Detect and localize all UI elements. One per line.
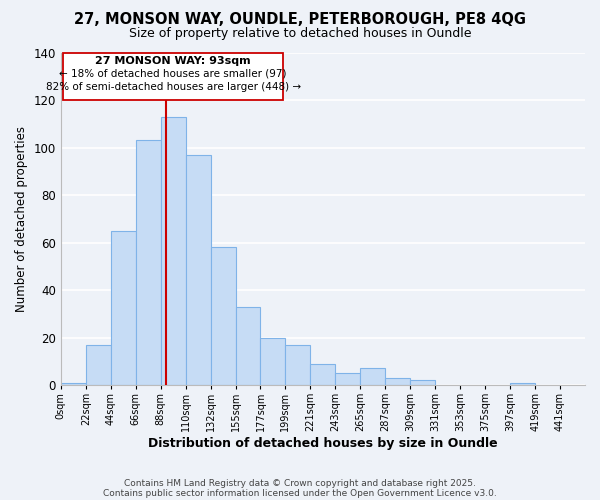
Bar [236, 306, 260, 385]
Text: Contains public sector information licensed under the Open Government Licence v3: Contains public sector information licen… [103, 488, 497, 498]
Bar [510, 382, 535, 385]
X-axis label: Distribution of detached houses by size in Oundle: Distribution of detached houses by size … [148, 437, 498, 450]
Bar [111, 230, 136, 385]
Text: 82% of semi-detached houses are larger (448) →: 82% of semi-detached houses are larger (… [46, 82, 301, 92]
Bar [410, 380, 435, 385]
Bar [86, 344, 111, 385]
Bar [260, 338, 286, 385]
Bar [286, 344, 310, 385]
Text: Size of property relative to detached houses in Oundle: Size of property relative to detached ho… [129, 28, 471, 40]
Text: 27 MONSON WAY: 93sqm: 27 MONSON WAY: 93sqm [95, 56, 251, 66]
Bar [385, 378, 410, 385]
Bar [185, 154, 211, 385]
Bar [335, 373, 361, 385]
Bar [310, 364, 335, 385]
Bar [211, 248, 236, 385]
Y-axis label: Number of detached properties: Number of detached properties [15, 126, 28, 312]
Text: Contains HM Land Registry data © Crown copyright and database right 2025.: Contains HM Land Registry data © Crown c… [124, 478, 476, 488]
Bar [136, 140, 161, 385]
Bar [361, 368, 385, 385]
Bar [161, 116, 185, 385]
FancyBboxPatch shape [63, 52, 283, 100]
Text: 27, MONSON WAY, OUNDLE, PETERBOROUGH, PE8 4QG: 27, MONSON WAY, OUNDLE, PETERBOROUGH, PE… [74, 12, 526, 28]
Text: ← 18% of detached houses are smaller (97): ← 18% of detached houses are smaller (97… [59, 69, 287, 79]
Bar [61, 382, 86, 385]
